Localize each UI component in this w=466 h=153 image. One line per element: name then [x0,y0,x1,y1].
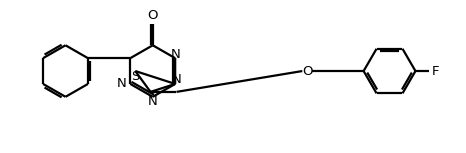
Text: N: N [170,48,180,61]
Text: N: N [171,73,181,86]
Text: S: S [131,69,140,82]
Text: O: O [148,9,158,22]
Text: N: N [148,95,158,108]
Text: O: O [302,65,313,78]
Text: N: N [116,77,126,90]
Text: F: F [432,65,439,78]
